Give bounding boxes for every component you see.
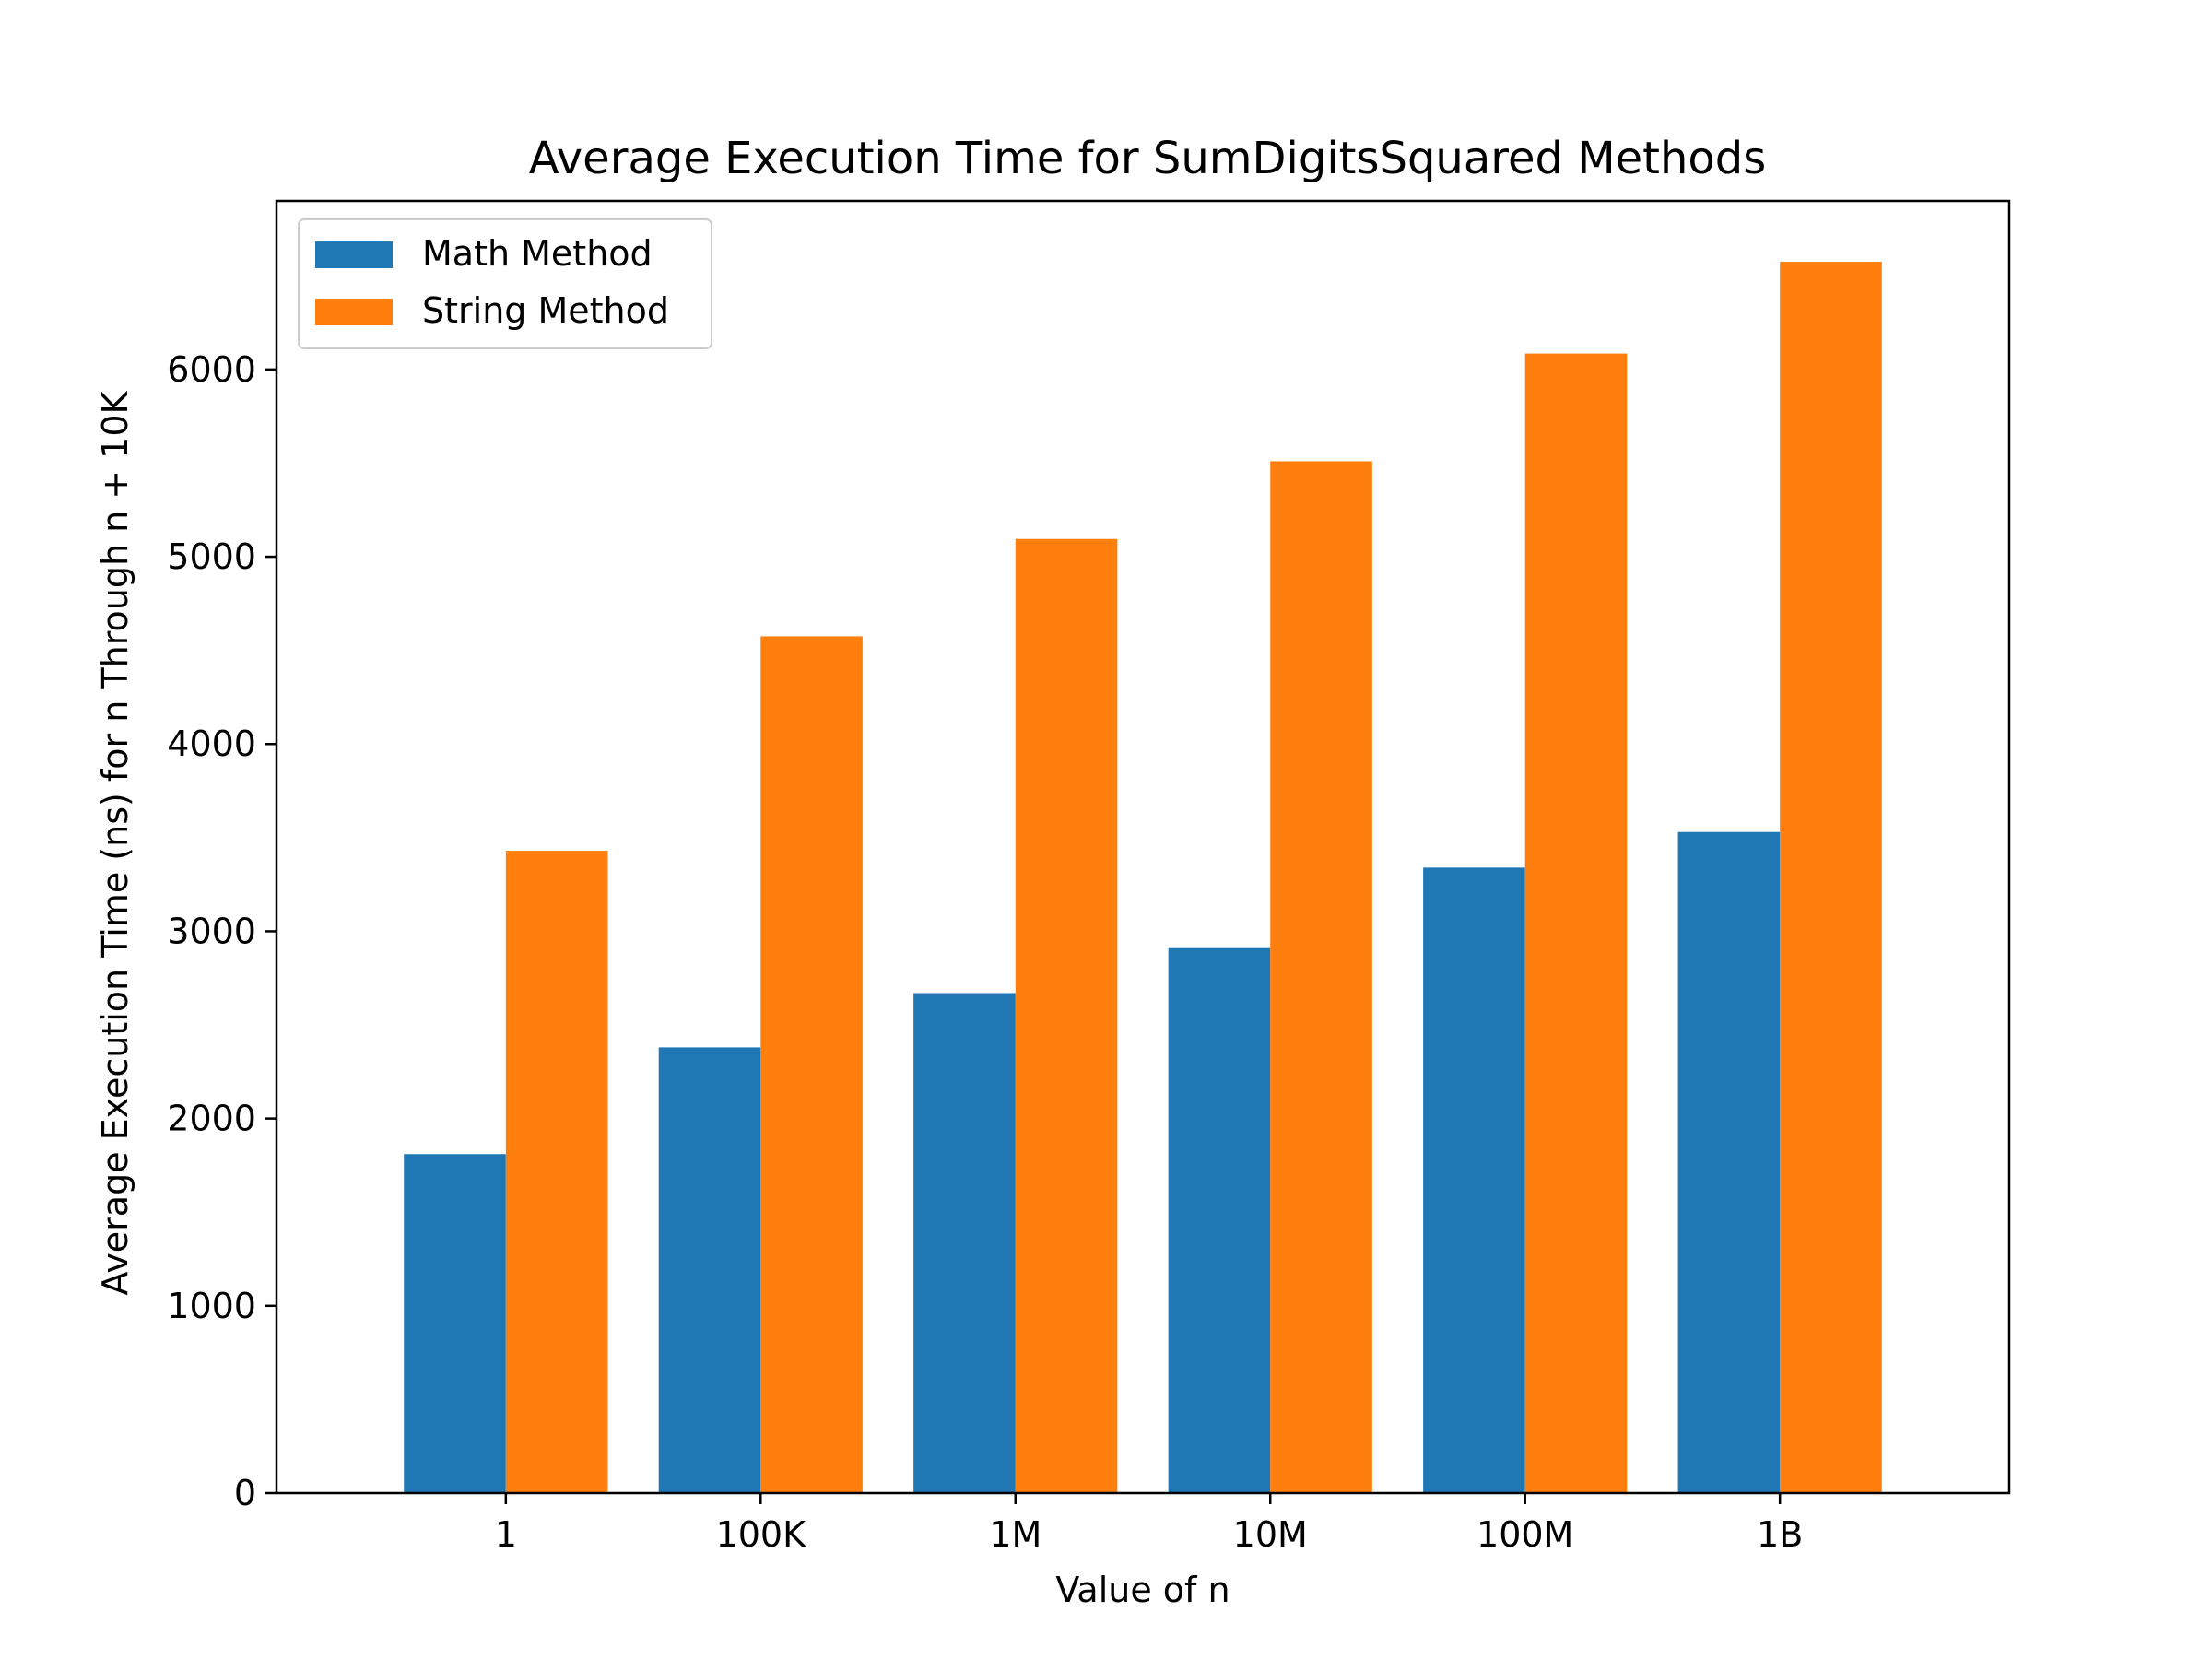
bar-string-method-100k [760, 636, 863, 1493]
bar-math-method-1 [404, 1154, 506, 1493]
legend-label-string-method: String Method [422, 290, 669, 331]
x-tick-label: 100K [716, 1514, 807, 1555]
bar-math-method-10m [1168, 947, 1271, 1493]
y-tick-label: 0 [234, 1473, 256, 1513]
bar-string-method-10m [1270, 461, 1372, 1493]
bar-string-method-1m [1015, 538, 1118, 1493]
x-tick-label: 100M [1477, 1514, 1573, 1555]
legend-label-math-method: Math Method [422, 233, 653, 274]
x-axis-label: Value of n [1055, 1570, 1230, 1610]
bars-layer [404, 262, 1882, 1494]
y-tick-label: 1000 [167, 1286, 256, 1326]
y-tick-label: 2000 [167, 1099, 256, 1139]
bar-string-method-1b [1780, 262, 1882, 1493]
y-tick-label: 5000 [167, 536, 256, 577]
chart-title: Average Execution Time for SumDigitsSqua… [529, 133, 1766, 184]
y-tick-label: 3000 [167, 911, 256, 951]
legend-swatch-math-method [315, 241, 393, 268]
bar-math-method-1b [1677, 831, 1781, 1493]
x-tick-label: 1B [1757, 1514, 1803, 1555]
plot-frame [275, 199, 2011, 1495]
legend: Math Method String Method [298, 218, 712, 349]
x-tick-label: 1 [495, 1514, 517, 1555]
bar-string-method-1 [505, 851, 608, 1493]
bar-math-method-100k [658, 1047, 761, 1493]
y-tick-label: 6000 [167, 349, 256, 390]
bar-math-method-1m [913, 993, 1016, 1493]
x-tick-label: 1M [989, 1514, 1041, 1555]
x-axis-ticks: 1 100K 1M 10M 100M 1B [495, 1493, 1803, 1555]
legend-swatch-string-method [315, 299, 393, 325]
legend-box [298, 218, 712, 349]
y-axis-label: Average Execution Time (ns) for n Throug… [95, 390, 135, 1295]
x-tick-label: 10M [1233, 1514, 1308, 1555]
y-tick-label: 4000 [167, 724, 256, 764]
bar-string-method-100m [1524, 353, 1628, 1494]
bar-math-method-100m [1423, 867, 1525, 1493]
y-axis-ticks: 0 1000 2000 3000 4000 5000 6000 [167, 349, 276, 1513]
